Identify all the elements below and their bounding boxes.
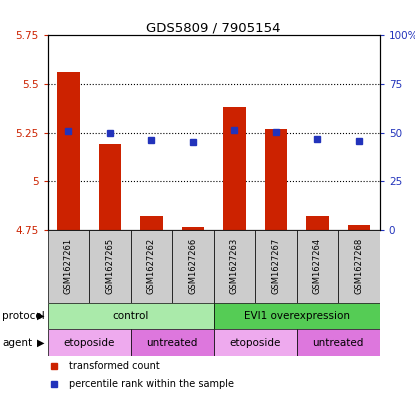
- Title: GDS5809 / 7905154: GDS5809 / 7905154: [146, 21, 281, 34]
- Text: untreated: untreated: [312, 338, 364, 348]
- Bar: [48, 329, 131, 356]
- Bar: [172, 230, 214, 303]
- Text: GSM1627264: GSM1627264: [313, 238, 322, 294]
- Bar: [265, 129, 287, 230]
- Bar: [48, 303, 214, 329]
- Bar: [140, 216, 163, 230]
- Text: etoposide: etoposide: [63, 338, 115, 348]
- Bar: [348, 225, 371, 230]
- Text: GSM1627266: GSM1627266: [188, 238, 198, 294]
- Bar: [131, 230, 172, 303]
- Text: GSM1627265: GSM1627265: [105, 238, 115, 294]
- Bar: [131, 329, 214, 356]
- Text: percentile rank within the sample: percentile rank within the sample: [69, 378, 234, 389]
- Text: EVI1 overexpression: EVI1 overexpression: [244, 311, 350, 321]
- Text: GSM1627267: GSM1627267: [271, 238, 281, 294]
- Bar: [214, 230, 255, 303]
- Text: control: control: [112, 311, 149, 321]
- Bar: [214, 329, 297, 356]
- Text: agent: agent: [2, 338, 32, 348]
- Text: ▶: ▶: [37, 311, 44, 321]
- Bar: [182, 227, 204, 230]
- Bar: [214, 303, 380, 329]
- Bar: [99, 144, 122, 230]
- Text: GSM1627261: GSM1627261: [64, 238, 73, 294]
- Bar: [48, 230, 89, 303]
- Bar: [255, 230, 297, 303]
- Text: GSM1627262: GSM1627262: [147, 238, 156, 294]
- Bar: [306, 216, 329, 230]
- Bar: [223, 107, 246, 230]
- Text: GSM1627263: GSM1627263: [230, 238, 239, 294]
- Text: ▶: ▶: [37, 338, 44, 348]
- Bar: [89, 230, 131, 303]
- Text: untreated: untreated: [146, 338, 198, 348]
- Bar: [297, 329, 380, 356]
- Text: transformed count: transformed count: [69, 361, 160, 371]
- Text: protocol: protocol: [2, 311, 45, 321]
- Bar: [338, 230, 380, 303]
- Text: GSM1627268: GSM1627268: [354, 238, 364, 294]
- Bar: [57, 72, 80, 230]
- Text: etoposide: etoposide: [229, 338, 281, 348]
- Bar: [297, 230, 338, 303]
